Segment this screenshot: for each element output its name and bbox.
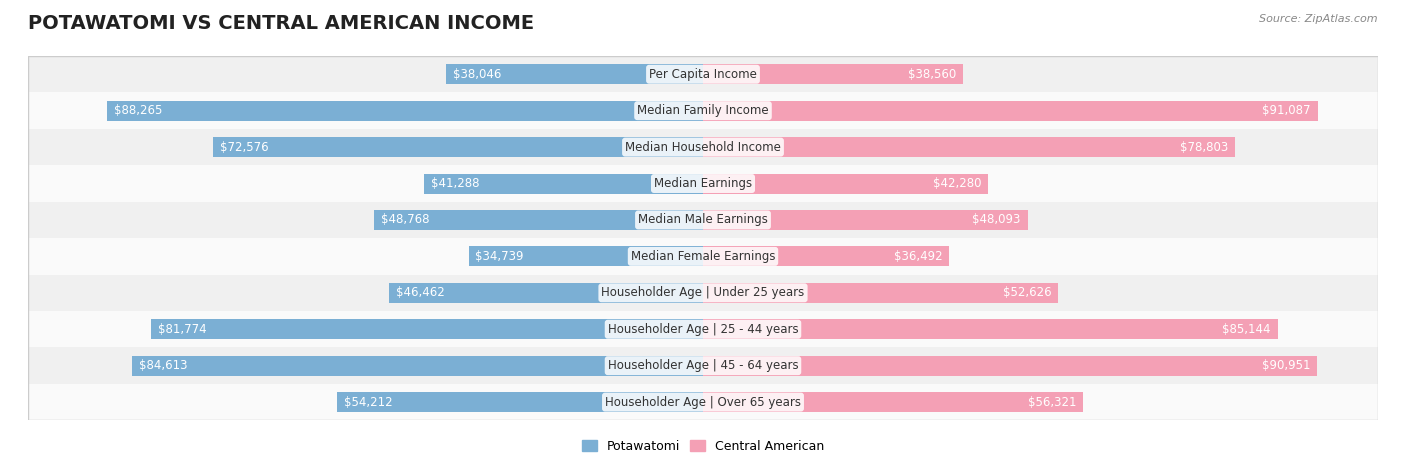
Text: Per Capita Income: Per Capita Income <box>650 68 756 81</box>
Text: $56,321: $56,321 <box>1028 396 1077 409</box>
Bar <box>374 210 703 230</box>
Bar <box>28 311 1378 347</box>
Bar <box>389 283 703 303</box>
Bar <box>28 275 1378 311</box>
Bar <box>28 56 1378 92</box>
Text: $41,288: $41,288 <box>432 177 479 190</box>
Bar <box>28 384 1378 420</box>
Text: $36,492: $36,492 <box>894 250 942 263</box>
Bar <box>703 174 988 193</box>
Bar <box>28 202 1378 238</box>
Bar <box>150 319 703 339</box>
Text: $81,774: $81,774 <box>157 323 207 336</box>
Text: $48,093: $48,093 <box>973 213 1021 226</box>
Text: Householder Age | 45 - 64 years: Householder Age | 45 - 64 years <box>607 359 799 372</box>
Text: $52,626: $52,626 <box>1002 286 1052 299</box>
Bar <box>28 56 1378 420</box>
Bar <box>425 174 703 193</box>
Bar <box>703 247 949 266</box>
Bar <box>468 247 703 266</box>
Text: Median Male Earnings: Median Male Earnings <box>638 213 768 226</box>
Bar <box>214 137 703 157</box>
Bar <box>107 101 703 120</box>
Text: Householder Age | Under 25 years: Householder Age | Under 25 years <box>602 286 804 299</box>
Bar <box>703 64 963 84</box>
Text: Median Household Income: Median Household Income <box>626 141 780 154</box>
Bar <box>28 129 1378 165</box>
Text: Median Earnings: Median Earnings <box>654 177 752 190</box>
Legend: Potawatomi, Central American: Potawatomi, Central American <box>576 435 830 458</box>
Bar <box>28 347 1378 384</box>
Bar <box>28 165 1378 202</box>
Text: $72,576: $72,576 <box>219 141 269 154</box>
Bar <box>28 92 1378 129</box>
Text: $38,046: $38,046 <box>453 68 502 81</box>
Text: $42,280: $42,280 <box>934 177 981 190</box>
Bar <box>703 283 1059 303</box>
Text: $84,613: $84,613 <box>139 359 187 372</box>
Text: $91,087: $91,087 <box>1263 104 1310 117</box>
Bar <box>132 356 703 375</box>
Text: Median Family Income: Median Family Income <box>637 104 769 117</box>
Text: Source: ZipAtlas.com: Source: ZipAtlas.com <box>1260 14 1378 24</box>
Text: $34,739: $34,739 <box>475 250 524 263</box>
Bar <box>337 392 703 412</box>
Bar <box>703 356 1317 375</box>
Text: $90,951: $90,951 <box>1261 359 1310 372</box>
Text: $88,265: $88,265 <box>114 104 163 117</box>
Bar <box>703 210 1028 230</box>
Bar <box>703 101 1317 120</box>
Text: Householder Age | 25 - 44 years: Householder Age | 25 - 44 years <box>607 323 799 336</box>
Text: $78,803: $78,803 <box>1180 141 1227 154</box>
Text: Median Female Earnings: Median Female Earnings <box>631 250 775 263</box>
Text: $85,144: $85,144 <box>1222 323 1271 336</box>
Text: $38,560: $38,560 <box>908 68 956 81</box>
Bar <box>446 64 703 84</box>
Bar <box>28 238 1378 275</box>
Text: Householder Age | Over 65 years: Householder Age | Over 65 years <box>605 396 801 409</box>
Bar <box>703 319 1278 339</box>
Text: POTAWATOMI VS CENTRAL AMERICAN INCOME: POTAWATOMI VS CENTRAL AMERICAN INCOME <box>28 14 534 33</box>
Text: $54,212: $54,212 <box>344 396 392 409</box>
Text: $48,768: $48,768 <box>381 213 429 226</box>
Text: $46,462: $46,462 <box>396 286 444 299</box>
Bar <box>703 392 1083 412</box>
Bar <box>703 137 1234 157</box>
